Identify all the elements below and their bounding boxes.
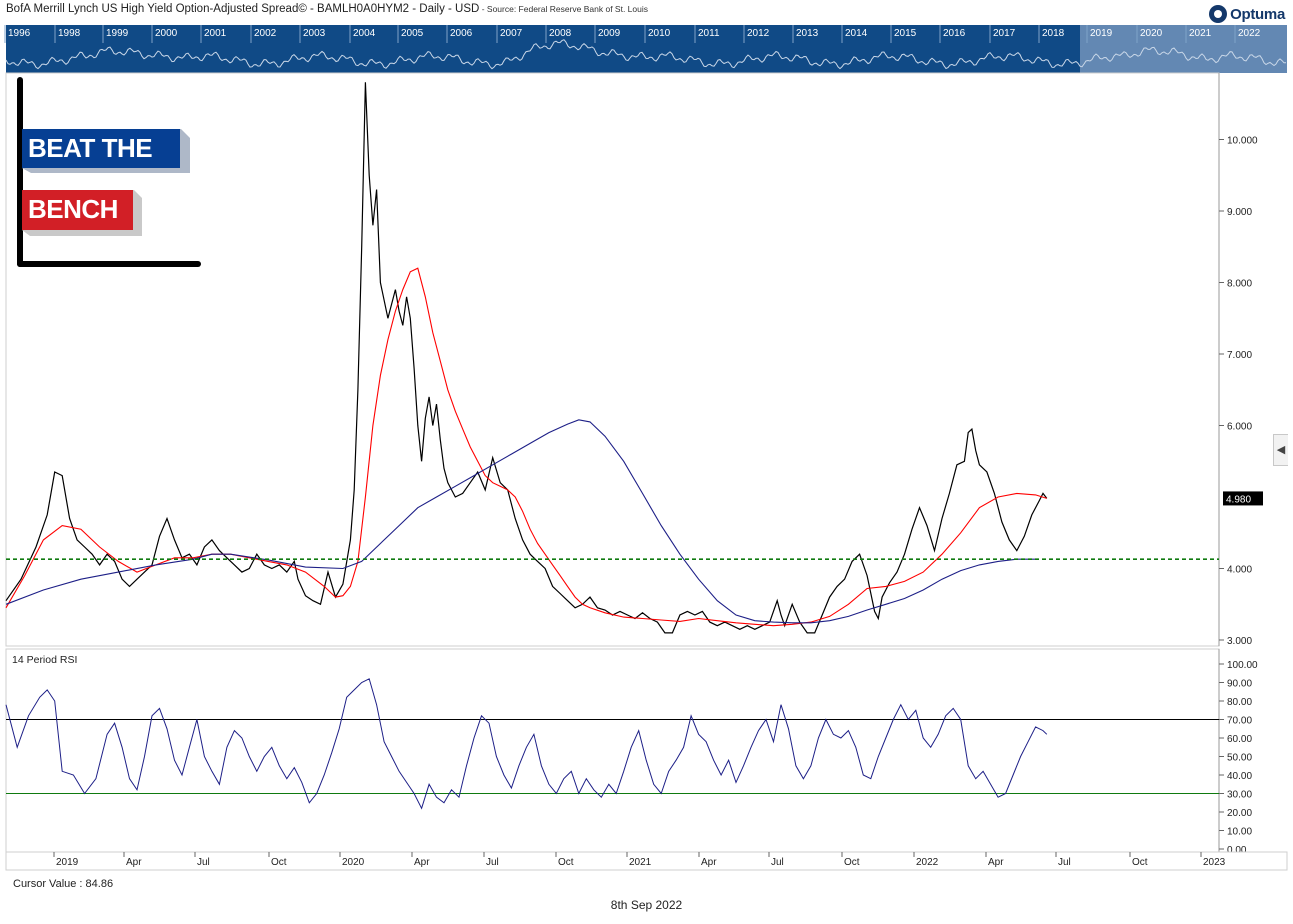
- spread-price-line: [5, 82, 1048, 634]
- overview-year-label: 2015: [894, 28, 917, 39]
- rsi-panel-frame: [5, 648, 1220, 853]
- overview-year-label: 1998: [58, 28, 81, 39]
- date-axis-label: Oct: [271, 857, 287, 868]
- overview-year-label: 1999: [106, 28, 129, 39]
- date-axis-label: 2019: [56, 857, 79, 868]
- date-axis-label: Jul: [771, 857, 784, 868]
- price-axis-label: 6.000: [1227, 422, 1252, 433]
- price-axis-label: 3.000: [1227, 636, 1252, 647]
- rsi-axis-label: 70.00: [1227, 716, 1252, 727]
- logo-text-bench: BENCH: [28, 194, 118, 224]
- last-value-text: 4.980: [1226, 494, 1251, 505]
- rsi-line: [5, 678, 1048, 810]
- overview-year-label: 2017: [993, 28, 1016, 39]
- date-axis-label: Apr: [414, 857, 430, 868]
- logo-blue-banner: [22, 129, 180, 168]
- overview-year-label: 2021: [1189, 28, 1212, 39]
- logo-text-beat-the: BEAT THE: [28, 133, 152, 163]
- overview-year-label: 2019: [1090, 28, 1113, 39]
- overview-history-line: [5, 39, 1287, 70]
- date-axis-label: Apr: [701, 857, 717, 868]
- overview-year-label: 2020: [1140, 28, 1163, 39]
- overview-year-label: 2005: [401, 28, 424, 39]
- overview-year-label: 2008: [549, 28, 572, 39]
- chart-title: BofA Merrill Lynch US High Yield Option-…: [6, 3, 648, 15]
- overview-year-label: 2012: [747, 28, 770, 39]
- overview-year-label: 2011: [698, 28, 720, 39]
- price-axis-label: 7.000: [1227, 350, 1252, 361]
- spread-slow-ma-line: [5, 419, 1036, 624]
- logo-red-banner: [22, 190, 133, 230]
- price-axis-label: 10.000: [1227, 136, 1258, 147]
- rsi-axis-label: 20.00: [1227, 808, 1252, 819]
- last-value-badge: [1223, 491, 1263, 506]
- chart-source: - Source: Federal Reserve Bank of St. Lo…: [479, 4, 649, 14]
- rsi-axis-label: 80.00: [1227, 697, 1252, 708]
- price-axis-label: 8.000: [1227, 279, 1252, 290]
- overview-year-label: 2000: [155, 28, 178, 39]
- rsi-axis-label: 50.00: [1227, 753, 1252, 764]
- spread-fast-ma-line: [5, 267, 1047, 627]
- optuma-brand: Optuma: [1209, 4, 1285, 24]
- overview-year-label: 2002: [254, 28, 277, 39]
- optuma-logo-icon: [1209, 5, 1228, 23]
- date-axis-label: Oct: [1132, 857, 1148, 868]
- overview-year-label: 2013: [796, 28, 819, 39]
- footer-date: 8th Sep 2022: [610, 898, 683, 912]
- overview-year-label: 2001: [204, 28, 227, 39]
- rsi-axis-label: 90.00: [1227, 679, 1252, 690]
- panel-collapse-button[interactable]: ◀: [1273, 434, 1288, 466]
- overview-selection: [1080, 25, 1287, 73]
- overview-year-label: 2018: [1042, 28, 1065, 39]
- date-axis: [5, 851, 1288, 871]
- price-axis-label: 4.000: [1227, 565, 1252, 576]
- cursor-value: Cursor Value : 84.86: [13, 878, 114, 890]
- date-axis-label: Jul: [197, 857, 210, 868]
- date-axis-label: 2021: [629, 857, 652, 868]
- rsi-axis-label: 10.00: [1227, 827, 1252, 838]
- date-axis-label: 2020: [342, 857, 365, 868]
- overview-year-label: 2022: [1238, 28, 1261, 39]
- date-axis-label: Oct: [844, 857, 860, 868]
- price-axis-label: 9.000: [1227, 207, 1252, 218]
- chevron-left-icon: ◀: [1276, 444, 1286, 456]
- rsi-axis-label: 60.00: [1227, 734, 1252, 745]
- overview-year-label: 2006: [450, 28, 473, 39]
- date-axis-label: Apr: [126, 857, 142, 868]
- overview-year-label: 2007: [500, 28, 523, 39]
- rsi-axis-label: 40.00: [1227, 771, 1252, 782]
- rsi-panel-title: 14 Period RSI: [12, 654, 77, 666]
- overview-navigator: [6, 25, 1287, 73]
- rsi-axis-label: 0.00: [1227, 845, 1247, 856]
- rsi-axis-label: 100.00: [1227, 660, 1258, 671]
- date-axis-label: Jul: [486, 857, 499, 868]
- date-axis-label: Jul: [1058, 857, 1071, 868]
- rsi-axis-label: 30.00: [1227, 790, 1252, 801]
- overview-year-label: 2010: [648, 28, 671, 39]
- optuma-brand-text: Optuma: [1230, 5, 1285, 23]
- date-axis-label: Apr: [988, 857, 1004, 868]
- overview-year-label: 2014: [845, 28, 868, 39]
- overview-year-label: 2004: [353, 28, 376, 39]
- date-axis-label: 2022: [916, 857, 939, 868]
- chart-title-text: BofA Merrill Lynch US High Yield Option-…: [6, 3, 480, 15]
- date-axis-label: Oct: [558, 857, 574, 868]
- overview-year-label: 2009: [598, 28, 621, 39]
- overview-year-label: 2003: [303, 28, 326, 39]
- overview-year-label: 2016: [943, 28, 966, 39]
- overview-year-label: 1996: [8, 28, 31, 39]
- date-axis-label: 2023: [1203, 857, 1226, 868]
